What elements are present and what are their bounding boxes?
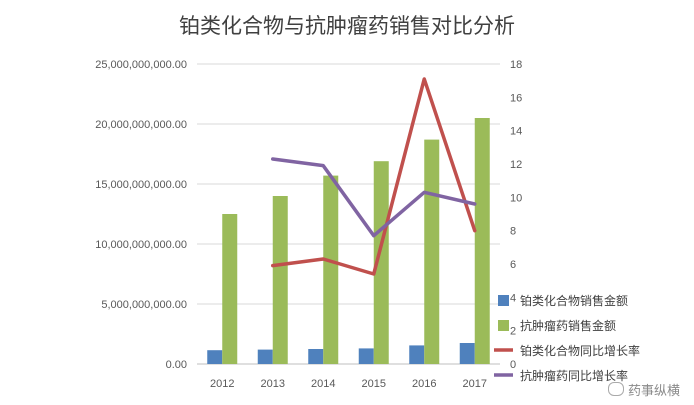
y-right-tick-label: 18 (510, 59, 522, 71)
x-tick-label: 2014 (311, 378, 335, 390)
y-right-tick-label: 10 (510, 192, 522, 204)
bar (459, 343, 475, 364)
x-tick-label: 2012 (210, 378, 234, 390)
y-right-tick-label: 16 (510, 92, 522, 104)
y-left-tick-label: 10,000,000,000.00 (95, 239, 187, 251)
bar (222, 214, 238, 364)
wechat-icon (607, 382, 624, 396)
chart-title: 铂类化合物与抗肿瘤药销售对比分析 (179, 14, 515, 38)
y-right-tick-label: 2 (510, 326, 516, 338)
bar (424, 139, 440, 364)
y-right-tick-label: 4 (510, 292, 516, 304)
bar (257, 349, 273, 364)
gridlines (197, 63, 500, 365)
y-left-tick-label: 20,000,000,000.00 (95, 119, 187, 131)
y-right-tick-label: 14 (510, 126, 522, 138)
y-axis-right: 0 2 4 6 8 10 12 14 16 18 (510, 59, 522, 371)
x-tick-label: 2015 (362, 378, 386, 390)
y-left-tick-label: 5,000,000,000.00 (101, 299, 187, 311)
x-tick-label: 2016 (412, 378, 436, 390)
legend-label: 铂类化合物同比增长率 (520, 343, 640, 358)
bar (358, 348, 374, 364)
legend-swatch (498, 295, 509, 306)
watermark-text: 药事纵横 (627, 384, 680, 399)
y-left-tick-label: 25,000,000,000.00 (95, 59, 187, 71)
legend-swatch (498, 320, 509, 331)
bar (409, 345, 425, 364)
y-left-tick-label: 0.00 (166, 359, 187, 371)
y-left-tick-label: 15,000,000,000.00 (95, 179, 187, 191)
x-tick-label: 2013 (261, 378, 285, 390)
bar (323, 175, 339, 364)
y-right-tick-label: 6 (510, 259, 516, 271)
legend-label: 抗肿瘤药同比增长率 (520, 368, 628, 383)
series-line (271, 157, 477, 238)
bar (207, 350, 223, 364)
legend-label: 抗肿瘤药销售金额 (520, 318, 616, 333)
bar (308, 349, 324, 364)
y-axis-left: 0.00 5,000,000,000.00 10,000,000,000.00 15,… (95, 59, 187, 371)
legend-label: 铂类化合物销售金额 (520, 293, 628, 308)
bars (207, 118, 490, 364)
series-line (271, 77, 477, 276)
y-right-tick-label: 8 (510, 226, 516, 238)
y-right-tick-label: 12 (510, 159, 522, 171)
bar (272, 196, 288, 364)
y-right-tick-label: 0 (510, 359, 516, 371)
watermark: 药事纵横 (607, 380, 680, 399)
series-lines (271, 77, 477, 276)
x-tick-label: 2017 (463, 378, 487, 390)
bar (474, 118, 490, 364)
x-axis: 2012 2013 2014 2015 2016 2017 (210, 378, 487, 390)
bar (373, 161, 389, 364)
